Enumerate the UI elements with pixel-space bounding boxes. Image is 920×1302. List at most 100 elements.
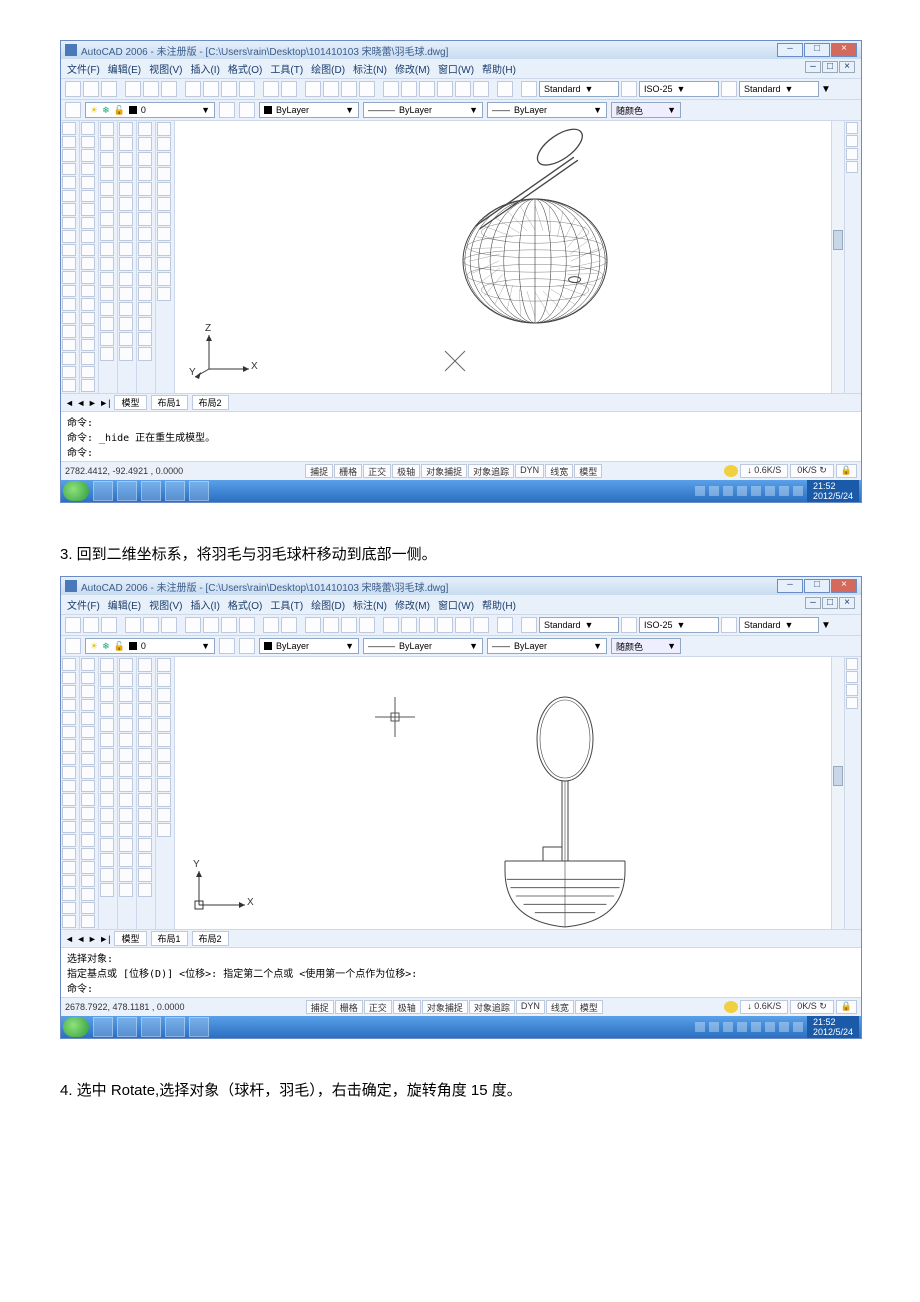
tb-undo-icon[interactable] (263, 81, 279, 97)
tool-button[interactable] (119, 182, 133, 196)
tool-button[interactable] (81, 685, 95, 698)
tool-button[interactable] (81, 339, 95, 352)
tb-open-icon[interactable] (83, 617, 99, 633)
tool-button[interactable] (62, 793, 76, 806)
lock-icon[interactable]: 🔒 (836, 464, 857, 478)
tray-icon[interactable] (709, 1022, 719, 1032)
layer-states-icon[interactable] (239, 102, 255, 118)
plotstyle-combo[interactable]: 随颜色▼ (611, 638, 681, 654)
tool-button[interactable] (119, 347, 133, 361)
tool-button[interactable] (81, 699, 95, 712)
comm-center-icon[interactable] (724, 465, 738, 477)
status-toggle[interactable]: DYN (515, 464, 544, 478)
tb-publish-icon[interactable] (161, 81, 177, 97)
tab-model[interactable]: 模型 (114, 395, 146, 410)
layer-prev-icon[interactable] (219, 638, 235, 654)
tool-button[interactable] (138, 272, 152, 286)
tool-button[interactable] (119, 778, 133, 792)
tool-button[interactable] (81, 298, 95, 311)
status-toggle[interactable]: 对象追踪 (468, 464, 514, 478)
tool-button[interactable] (81, 861, 95, 874)
tab-nav-icons[interactable]: ◄ ◄ ► ►| (65, 934, 110, 944)
tool-button[interactable] (138, 703, 152, 717)
tool-button[interactable] (62, 821, 76, 834)
tool-button[interactable] (157, 137, 171, 151)
tb-zoom-rt-icon[interactable] (323, 617, 339, 633)
tool-button[interactable] (119, 287, 133, 301)
tool-button[interactable] (81, 312, 95, 325)
tool-button[interactable] (62, 190, 76, 203)
tool-button[interactable] (119, 122, 133, 136)
tool-button[interactable] (138, 302, 152, 316)
tool-button[interactable] (62, 244, 76, 257)
tool-button[interactable] (100, 197, 114, 211)
tool-button[interactable] (62, 888, 76, 901)
tool-button[interactable] (138, 823, 152, 837)
tool-button[interactable] (100, 332, 114, 346)
tool-button[interactable] (100, 242, 114, 256)
tool-button[interactable] (62, 699, 76, 712)
tool-button[interactable] (138, 883, 152, 897)
command-window[interactable]: 命令: 命令: _hide 正在重生成模型。 命令: (61, 411, 861, 461)
tool-button[interactable] (100, 152, 114, 166)
tool-button[interactable] (100, 778, 114, 792)
tool-button[interactable] (119, 242, 133, 256)
tool-button[interactable] (138, 197, 152, 211)
taskbar-app-icon[interactable] (117, 481, 137, 501)
cmd-input[interactable]: 命令: (67, 980, 93, 995)
tool-button[interactable] (81, 658, 95, 671)
tool-button[interactable] (119, 197, 133, 211)
status-toggle[interactable]: 极轴 (393, 1000, 421, 1014)
tool-button[interactable] (157, 748, 171, 762)
tool-button[interactable] (62, 149, 76, 162)
status-toggle[interactable]: 对象捕捉 (422, 1000, 468, 1014)
tool-button[interactable] (62, 230, 76, 243)
status-toggle[interactable]: DYN (516, 1000, 545, 1014)
menu-file[interactable]: 文件(F) (67, 61, 100, 76)
tb-zoom-win-icon[interactable] (341, 81, 357, 97)
taskbar-app-icon[interactable] (189, 1017, 209, 1037)
tool-button[interactable] (62, 366, 76, 379)
tool-button[interactable] (100, 167, 114, 181)
tab-layout2[interactable]: 布局2 (192, 931, 229, 946)
tb-print-icon[interactable] (125, 617, 141, 633)
mdi-close-button[interactable]: × (839, 61, 855, 73)
tool-button[interactable] (119, 317, 133, 331)
tool-button[interactable] (62, 726, 76, 739)
tray-icon[interactable] (793, 486, 803, 496)
taskbar-app-icon[interactable] (165, 481, 185, 501)
tool-button[interactable] (157, 778, 171, 792)
tool-button[interactable] (157, 823, 171, 837)
tool-button[interactable] (62, 203, 76, 216)
tool-button[interactable] (81, 203, 95, 216)
tool-button[interactable] (100, 733, 114, 747)
tb-toolpal-icon[interactable] (419, 81, 435, 97)
tool-button[interactable] (62, 658, 76, 671)
tool-button[interactable] (81, 379, 95, 392)
taskbar-clock[interactable]: 21:52 2012/5/24 (807, 1016, 859, 1038)
tool-button[interactable] (119, 793, 133, 807)
tool-button[interactable] (81, 875, 95, 888)
tb-dc-icon[interactable] (401, 81, 417, 97)
maximize-button[interactable]: □ (804, 43, 830, 57)
tool-button[interactable] (62, 739, 76, 752)
taskbar-app-icon[interactable] (165, 1017, 185, 1037)
tool-button[interactable] (138, 733, 152, 747)
layer-prev-icon[interactable] (219, 102, 235, 118)
status-toggle[interactable]: 正交 (363, 464, 391, 478)
tool-button[interactable] (157, 763, 171, 777)
tb-dc-icon[interactable] (401, 617, 417, 633)
tool-button[interactable] (157, 673, 171, 687)
menu-dim[interactable]: 标注(N) (353, 597, 387, 612)
tool-button[interactable] (138, 793, 152, 807)
tb-help-icon[interactable] (497, 81, 513, 97)
taskbar-app-icon[interactable] (93, 481, 113, 501)
tool-button[interactable] (100, 808, 114, 822)
tb-zoom-prev-icon[interactable] (359, 617, 375, 633)
tool-button[interactable] (81, 163, 95, 176)
tool-button[interactable] (81, 149, 95, 162)
tool-button[interactable] (138, 868, 152, 882)
tool-button[interactable] (157, 122, 171, 136)
tool-button[interactable] (81, 915, 95, 928)
tool-button[interactable] (119, 823, 133, 837)
